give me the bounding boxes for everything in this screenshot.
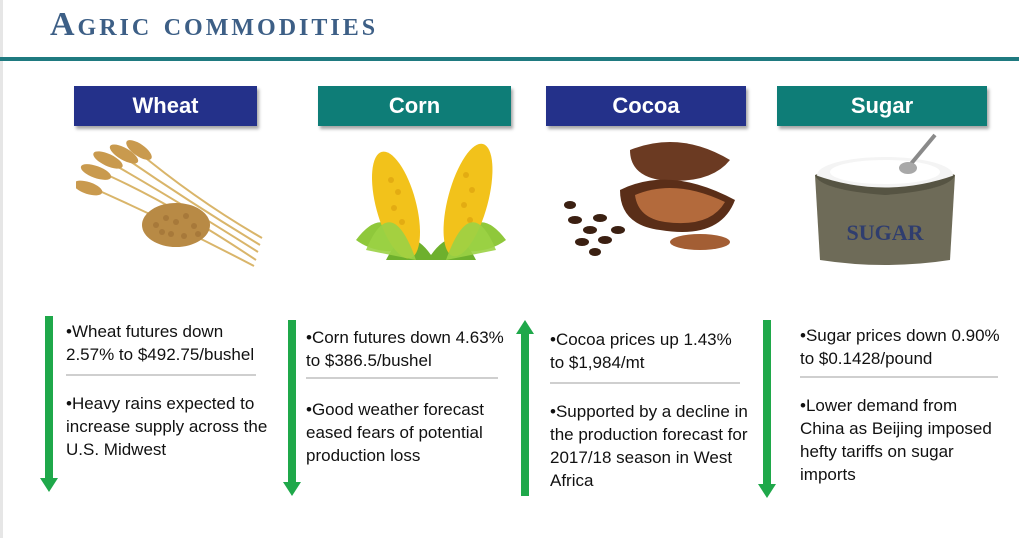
sugar-down-arrow	[758, 320, 776, 498]
left-edge-line	[0, 0, 3, 538]
cocoa-point-1: •Cocoa prices up 1.43% to $1,984/mt	[550, 330, 732, 372]
page-title: Agric commodities	[50, 6, 379, 43]
header-wheat: Wheat	[74, 86, 257, 126]
sugar-point-1: •Sugar prices down 0.90% to $0.1428/poun…	[800, 326, 1000, 368]
cocoa-up-arrow	[516, 320, 534, 496]
corn-down-arrow	[283, 320, 301, 496]
sack-label: SUGAR	[846, 220, 924, 245]
sugar-point-2: •Lower demand from China as Beijing impo…	[800, 396, 992, 484]
corn-point-2: •Good weather forecast eased fears of po…	[306, 400, 484, 465]
wheat-down-arrow	[40, 316, 58, 492]
sugar-image: SUGAR	[815, 133, 955, 265]
cocoa-separator	[550, 382, 740, 384]
header-sugar: Sugar	[777, 86, 987, 126]
cocoa-point-2: •Supported by a decline in the productio…	[550, 402, 748, 490]
wheat-separator	[66, 374, 256, 376]
corn-point-1: •Corn futures down 4.63% to $386.5/bushe…	[306, 328, 504, 370]
header-cocoa: Cocoa	[546, 86, 746, 126]
wheat-image	[76, 140, 263, 267]
wheat-point-2: •Heavy rains expected to increase supply…	[66, 394, 268, 459]
header-corn: Corn	[318, 86, 511, 126]
cocoa-image	[564, 142, 735, 256]
sugar-separator	[800, 376, 998, 378]
corn-image	[356, 143, 506, 260]
title-rule	[0, 57, 1019, 61]
wheat-point-1: •Wheat futures down 2.57% to $492.75/bus…	[66, 322, 255, 364]
corn-separator	[306, 377, 498, 379]
